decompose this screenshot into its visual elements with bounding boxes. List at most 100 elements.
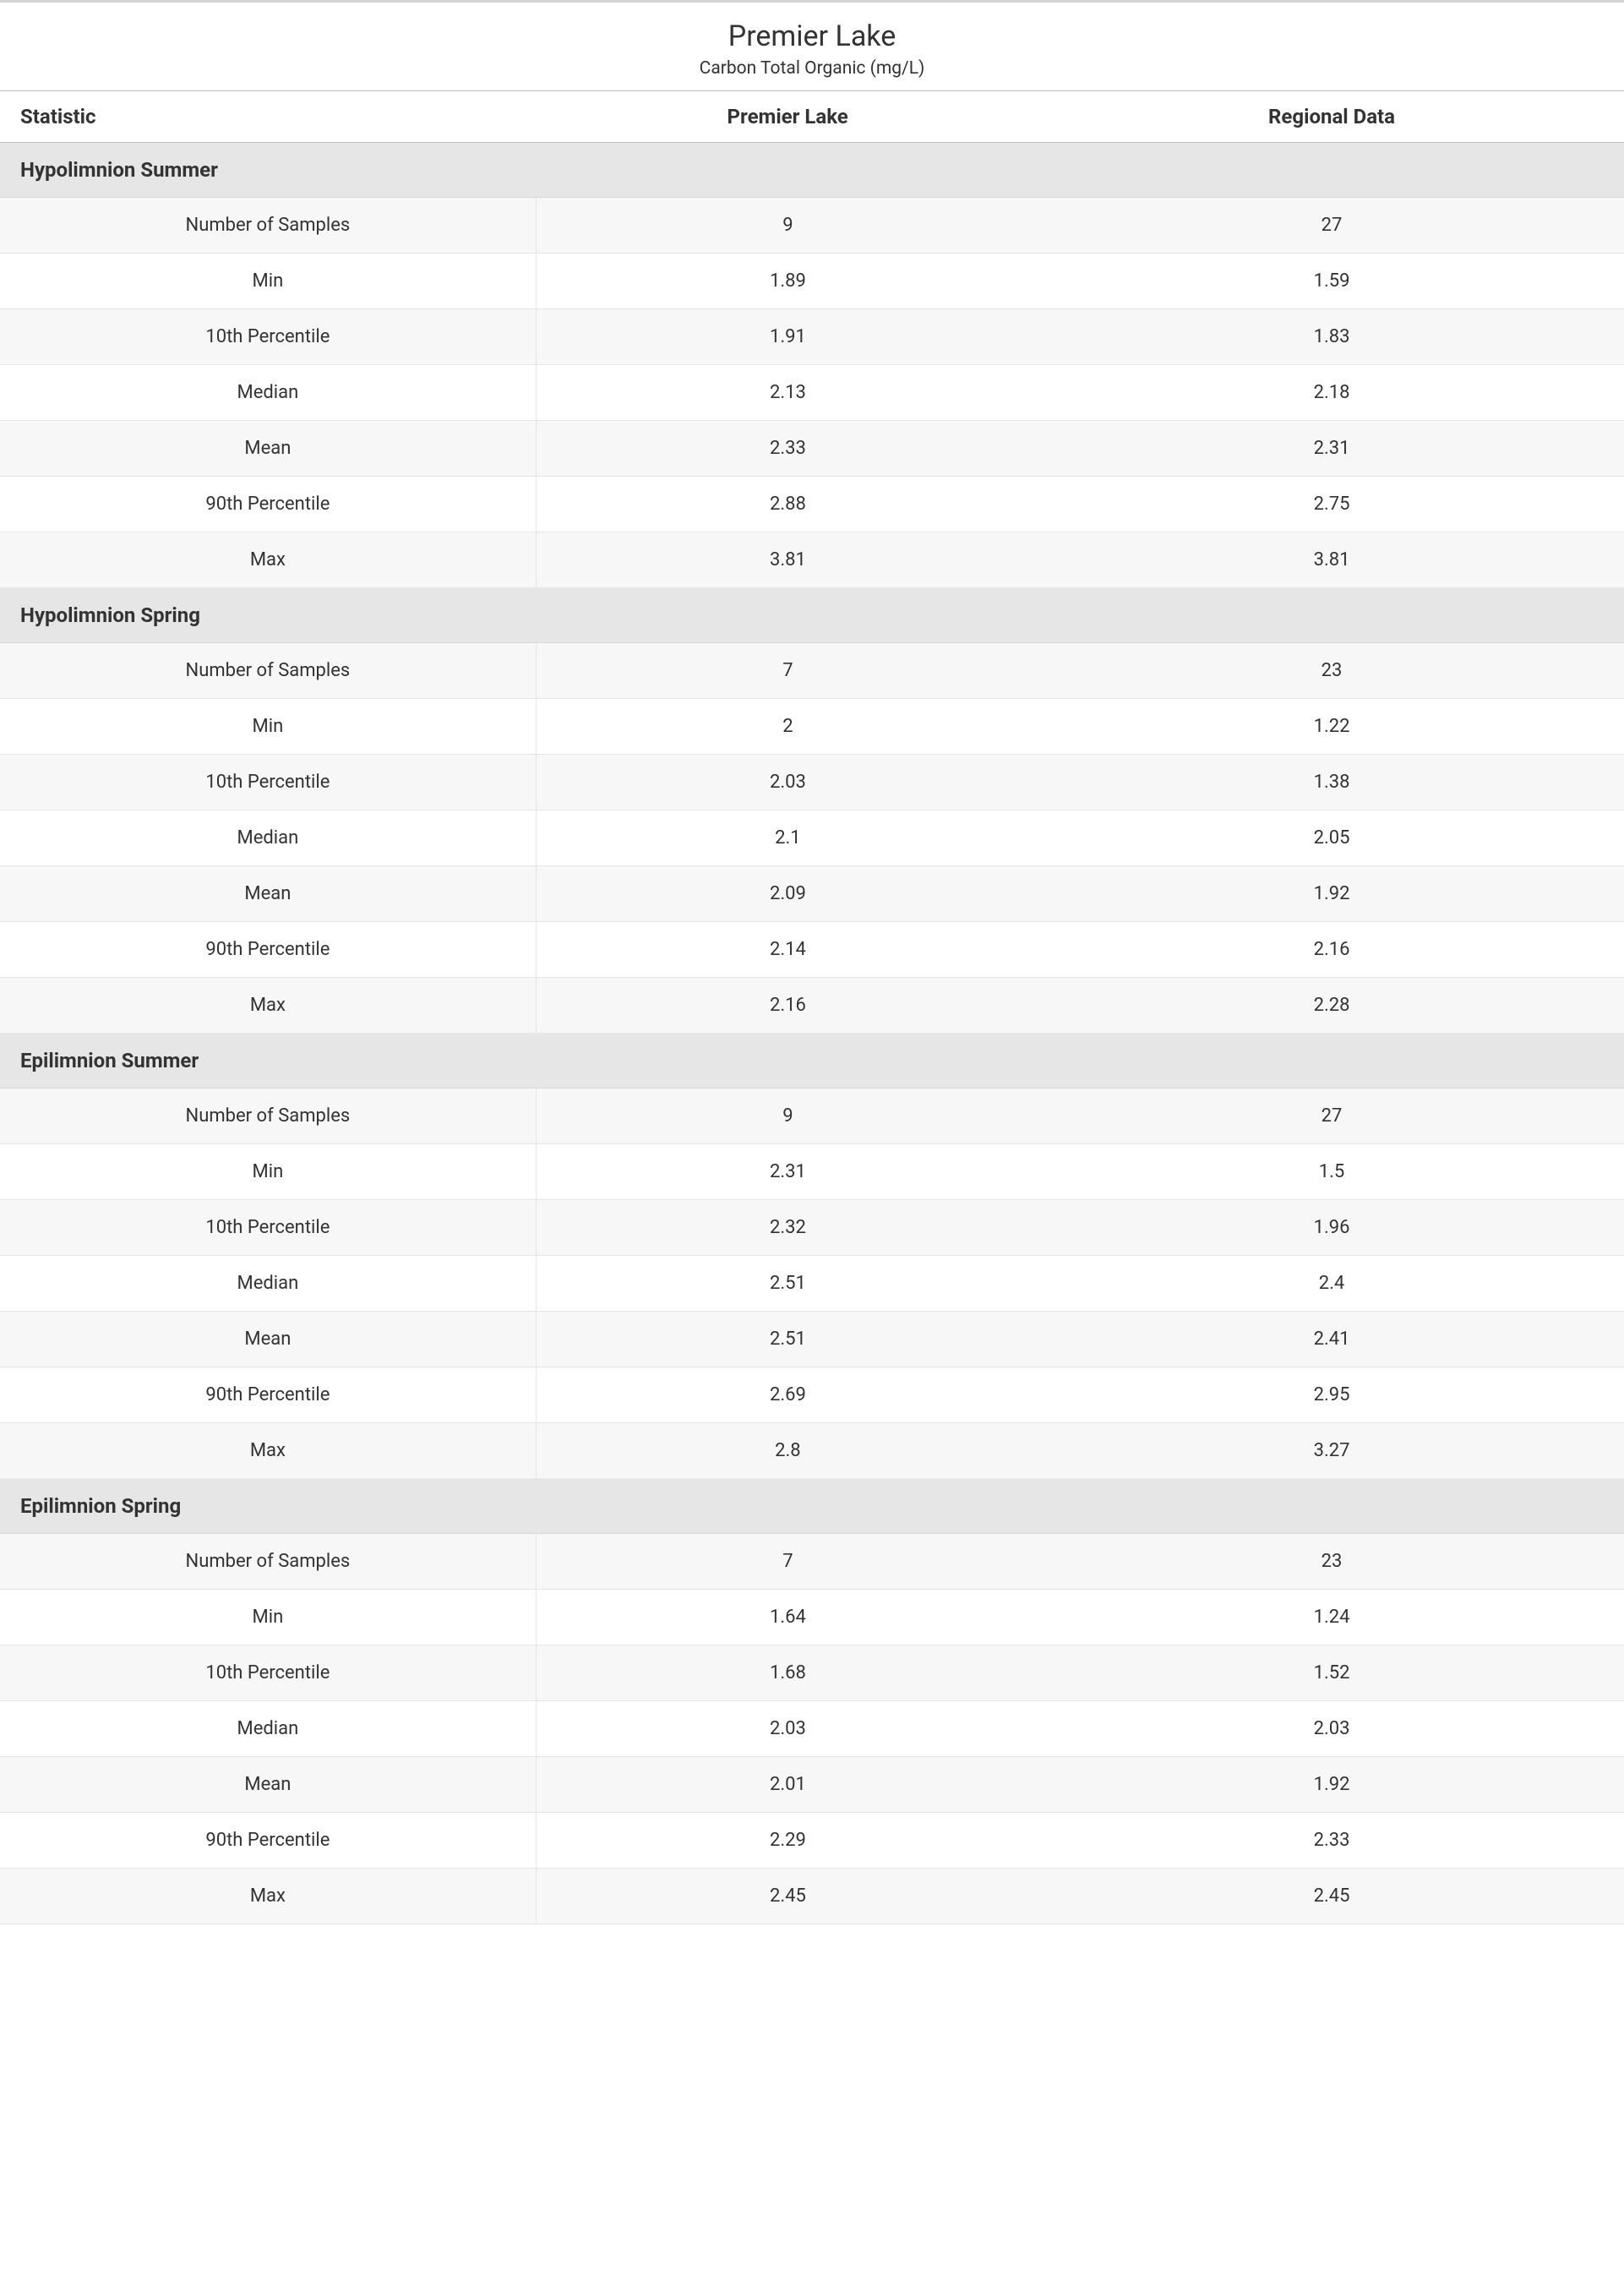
premier-value: 2.1 (536, 810, 1039, 866)
section-header-label: Hypolimnion Summer (0, 143, 1624, 198)
regional-value: 2.05 (1039, 810, 1624, 866)
stat-label: Number of Samples (0, 198, 536, 254)
table-row: Number of Samples927 (0, 1089, 1624, 1144)
table-row: Min1.891.59 (0, 254, 1624, 309)
regional-value: 1.59 (1039, 254, 1624, 309)
stat-label: Median (0, 1701, 536, 1757)
table-row: 90th Percentile2.292.33 (0, 1813, 1624, 1869)
stat-label: 10th Percentile (0, 755, 536, 810)
stat-label: Mean (0, 1312, 536, 1367)
section-header-row: Hypolimnion Spring (0, 588, 1624, 643)
premier-value: 2 (536, 699, 1039, 755)
regional-value: 2.03 (1039, 1701, 1624, 1757)
stat-label: Min (0, 254, 536, 309)
stat-label: Median (0, 1256, 536, 1312)
premier-value: 2.31 (536, 1144, 1039, 1200)
regional-value: 3.27 (1039, 1423, 1624, 1479)
stat-label: Min (0, 699, 536, 755)
regional-value: 23 (1039, 643, 1624, 699)
premier-value: 2.69 (536, 1367, 1039, 1423)
table-row: Mean2.332.31 (0, 421, 1624, 477)
col-header-regional: Regional Data (1039, 91, 1624, 143)
premier-value: 2.8 (536, 1423, 1039, 1479)
section-header-row: Hypolimnion Summer (0, 143, 1624, 198)
premier-value: 2.03 (536, 755, 1039, 810)
stat-label: Number of Samples (0, 643, 536, 699)
premier-value: 2.14 (536, 922, 1039, 978)
premier-value: 7 (536, 1534, 1039, 1590)
section-header-label: Hypolimnion Spring (0, 588, 1624, 643)
table-row: Max2.452.45 (0, 1869, 1624, 1924)
regional-value: 1.22 (1039, 699, 1624, 755)
stat-label: 90th Percentile (0, 477, 536, 532)
premier-value: 1.91 (536, 309, 1039, 365)
stat-label: 10th Percentile (0, 1200, 536, 1256)
regional-value: 2.16 (1039, 922, 1624, 978)
table-row: Max2.83.27 (0, 1423, 1624, 1479)
table-row: Median2.032.03 (0, 1701, 1624, 1757)
stat-label: Median (0, 810, 536, 866)
table-row: Max3.813.81 (0, 532, 1624, 588)
stat-label: Number of Samples (0, 1089, 536, 1144)
regional-value: 1.38 (1039, 755, 1624, 810)
col-header-premier: Premier Lake (536, 91, 1039, 143)
regional-value: 2.18 (1039, 365, 1624, 421)
premier-value: 1.68 (536, 1645, 1039, 1701)
table-row: Median2.512.4 (0, 1256, 1624, 1312)
stat-label: Min (0, 1144, 536, 1200)
regional-value: 1.92 (1039, 1757, 1624, 1813)
stat-label: 90th Percentile (0, 1813, 536, 1869)
table-header-row: Statistic Premier Lake Regional Data (0, 91, 1624, 143)
regional-value: 3.81 (1039, 532, 1624, 588)
table-row: 10th Percentile2.321.96 (0, 1200, 1624, 1256)
stat-label: Max (0, 532, 536, 588)
stat-label: Max (0, 1869, 536, 1924)
section-header-row: Epilimnion Summer (0, 1034, 1624, 1089)
stat-label: Number of Samples (0, 1534, 536, 1590)
premier-value: 1.64 (536, 1590, 1039, 1645)
table-row: Mean2.512.41 (0, 1312, 1624, 1367)
regional-value: 1.96 (1039, 1200, 1624, 1256)
table-row: Number of Samples723 (0, 643, 1624, 699)
report-container: Premier Lake Carbon Total Organic (mg/L)… (0, 0, 1624, 1924)
premier-value: 2.33 (536, 421, 1039, 477)
stat-label: Mean (0, 421, 536, 477)
premier-value: 2.01 (536, 1757, 1039, 1813)
stat-label: Mean (0, 866, 536, 922)
section-header-row: Epilimnion Spring (0, 1479, 1624, 1534)
regional-value: 1.24 (1039, 1590, 1624, 1645)
premier-value: 2.09 (536, 866, 1039, 922)
table-row: Median2.12.05 (0, 810, 1624, 866)
table-row: Median2.132.18 (0, 365, 1624, 421)
table-body: Hypolimnion SummerNumber of Samples927Mi… (0, 143, 1624, 1924)
premier-value: 1.89 (536, 254, 1039, 309)
table-row: Min1.641.24 (0, 1590, 1624, 1645)
table-row: Min2.311.5 (0, 1144, 1624, 1200)
premier-value: 2.13 (536, 365, 1039, 421)
regional-value: 2.31 (1039, 421, 1624, 477)
premier-value: 2.32 (536, 1200, 1039, 1256)
premier-value: 2.51 (536, 1256, 1039, 1312)
stat-label: Mean (0, 1757, 536, 1813)
stat-label: Max (0, 978, 536, 1034)
table-row: 90th Percentile2.142.16 (0, 922, 1624, 978)
col-header-statistic: Statistic (0, 91, 536, 143)
table-row: 90th Percentile2.882.75 (0, 477, 1624, 532)
regional-value: 1.5 (1039, 1144, 1624, 1200)
regional-value: 2.45 (1039, 1869, 1624, 1924)
table-row: 10th Percentile1.681.52 (0, 1645, 1624, 1701)
regional-value: 27 (1039, 1089, 1624, 1144)
title-block: Premier Lake Carbon Total Organic (mg/L) (0, 3, 1624, 90)
regional-value: 23 (1039, 1534, 1624, 1590)
section-header-label: Epilimnion Spring (0, 1479, 1624, 1534)
premier-value: 2.88 (536, 477, 1039, 532)
premier-value: 3.81 (536, 532, 1039, 588)
regional-value: 2.41 (1039, 1312, 1624, 1367)
table-row: Number of Samples723 (0, 1534, 1624, 1590)
premier-value: 7 (536, 643, 1039, 699)
table-row: 90th Percentile2.692.95 (0, 1367, 1624, 1423)
stat-label: Max (0, 1423, 536, 1479)
regional-value: 2.95 (1039, 1367, 1624, 1423)
premier-value: 2.03 (536, 1701, 1039, 1757)
table-row: Min21.22 (0, 699, 1624, 755)
